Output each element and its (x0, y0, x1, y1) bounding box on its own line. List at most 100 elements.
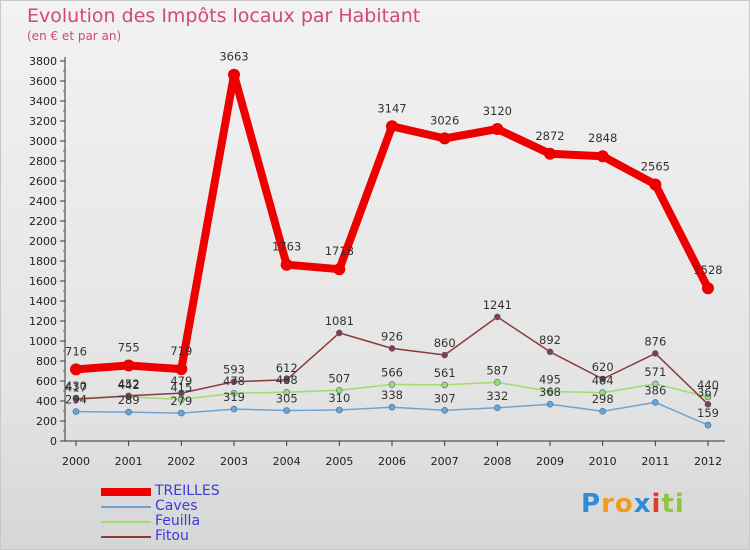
legend-item-caves: Caves (101, 498, 301, 515)
data-point (125, 392, 132, 400)
x-tick-label: 2003 (220, 455, 248, 468)
legend-swatch (101, 488, 151, 496)
data-label: 2848 (588, 131, 617, 145)
data-label: 3120 (483, 104, 512, 118)
legend-label: TREILLES (155, 483, 220, 499)
data-point (336, 406, 343, 414)
data-point (441, 406, 448, 414)
data-label: 3663 (219, 50, 248, 64)
legend-item-treilles: TREILLES (101, 483, 301, 500)
data-point (230, 389, 238, 397)
data-point (652, 399, 659, 406)
data-point (704, 393, 712, 401)
data-point (441, 381, 448, 389)
x-tick-label: 2007 (431, 455, 459, 468)
data-label: 860 (434, 336, 456, 350)
logo-letter: r (601, 489, 615, 519)
x-tick-label: 2005 (325, 455, 353, 468)
data-label: 488 (276, 373, 298, 387)
series-treilles (70, 68, 714, 376)
data-label: 368 (539, 385, 561, 399)
data-point (72, 408, 80, 415)
x-tick-label: 2012 (694, 455, 722, 468)
chart-axes: 0 200 400 600 800 1000 1200 1400 1600 1800 2000 220… (29, 55, 725, 468)
data-point (122, 359, 135, 372)
data-point (283, 376, 290, 384)
data-point (704, 421, 712, 429)
series-fitou (72, 313, 712, 408)
data-label: 442 (118, 378, 140, 392)
data-point (230, 405, 238, 413)
y-tick-label: 1000 (29, 335, 57, 348)
legend-label: Fitou (155, 528, 189, 544)
data-point (175, 363, 188, 376)
chart-subtitle: (en € et par an) (27, 29, 122, 43)
data-label: 289 (118, 393, 140, 407)
data-point (704, 400, 712, 408)
y-tick-label: 2200 (29, 215, 57, 228)
legend-item-fitou: Fitou (101, 528, 301, 545)
legend-swatch (101, 506, 151, 508)
x-tick-label: 2000 (62, 455, 90, 468)
data-label: 561 (434, 366, 456, 380)
data-label: 612 (276, 361, 298, 375)
data-label: 310 (328, 391, 350, 405)
data-point (228, 68, 240, 81)
chart-legend: TREILLES Caves Feuilla Fitou (101, 483, 301, 545)
data-point (125, 408, 132, 416)
x-tick-label: 2010 (589, 455, 617, 468)
data-label: 716 (65, 344, 87, 358)
y-tick-label: 2000 (29, 235, 57, 248)
data-point (283, 407, 290, 414)
y-tick-label: 1200 (29, 315, 57, 328)
logo-letter: P (581, 489, 602, 519)
data-point (546, 348, 554, 356)
data-point (388, 381, 396, 388)
data-point (649, 178, 662, 191)
series-layer (70, 68, 714, 429)
y-tick-label: 200 (36, 415, 57, 428)
data-point (441, 351, 448, 359)
data-point (336, 386, 343, 394)
y-tick-label: 2800 (29, 155, 57, 168)
data-label: 159 (697, 406, 719, 420)
legend-item-feuilla: Feuilla (101, 513, 301, 530)
data-label: 593 (223, 363, 245, 377)
data-label: 926 (381, 329, 403, 343)
data-point (544, 147, 556, 160)
series-caves (72, 399, 712, 429)
data-point (652, 380, 659, 388)
logo-letter: i (674, 489, 685, 519)
data-point (599, 389, 606, 396)
data-label: 587 (486, 363, 508, 377)
data-label: 484 (592, 374, 614, 388)
y-tick-label: 400 (36, 395, 57, 408)
data-point (599, 375, 606, 383)
data-label: 892 (539, 333, 561, 347)
proxiti-logo: Proxiti (581, 489, 685, 519)
y-tick-label: 600 (36, 375, 57, 388)
data-point (178, 409, 185, 417)
data-point (438, 132, 451, 145)
data-label: 719 (170, 344, 192, 358)
legend-swatch (101, 536, 151, 538)
data-point (702, 282, 714, 295)
data-label: 3147 (377, 101, 406, 115)
y-tick-label: 3400 (29, 95, 57, 108)
data-label: 1241 (483, 298, 512, 312)
data-point (230, 378, 238, 386)
data-label: 1763 (272, 240, 301, 254)
series-feuilla (72, 378, 712, 403)
data-point (491, 123, 504, 135)
data-label: 755 (118, 341, 140, 355)
data-point (652, 350, 659, 357)
data-point (178, 396, 185, 403)
x-tick-label: 2006 (378, 455, 406, 468)
series-line (72, 70, 712, 374)
data-point (546, 388, 554, 395)
data-label: 305 (276, 392, 298, 406)
chart-title: Evolution des Impôts locaux par Habitant (27, 5, 421, 27)
data-label: 415 (170, 381, 192, 395)
